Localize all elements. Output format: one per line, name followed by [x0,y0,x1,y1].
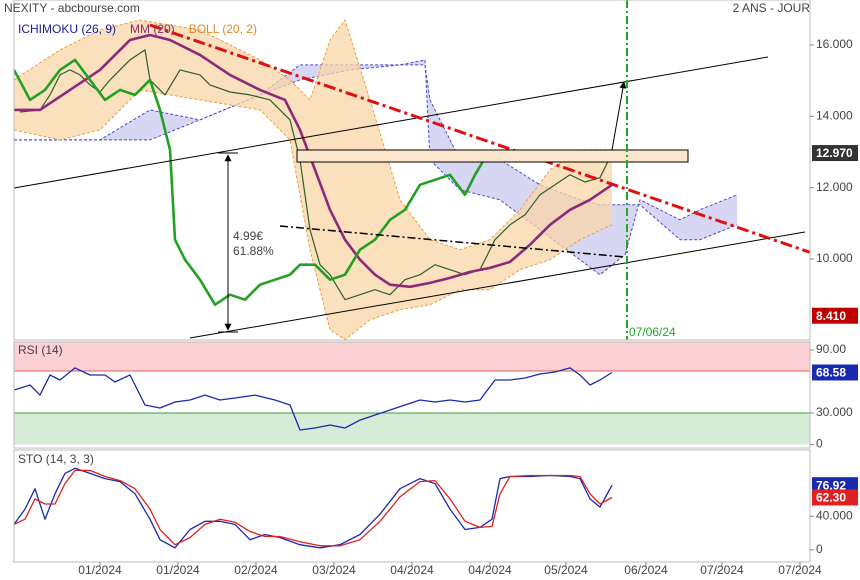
x-tick-label: 04/2024 [390,563,434,577]
trend-line [14,56,769,189]
price-tag [812,489,858,506]
x-tick-label: 07/2024 [700,563,744,577]
drawings: 4.99€ 61.88% 07/06/24 [14,0,810,340]
resistance-line [149,23,810,254]
annotation: 4.99€ [233,229,263,243]
x-tick-label: 05/2024 [544,563,588,577]
y-tick-label: 10.000 [816,251,853,265]
x-tick-label: 01/2024 [78,563,122,577]
series-line [14,367,613,431]
series-line [14,469,613,547]
band-fill [14,20,612,340]
indicator-label: MM (20) [130,22,175,36]
series-line [14,58,487,306]
zone [14,413,810,445]
panel-title: STO (14, 3, 3) [18,452,94,466]
y-tick-label: 40.000 [816,508,853,522]
price-tag-label: 62.30 [816,491,846,505]
price-tag-label: 8.410 [816,309,846,323]
band-lower [14,64,738,241]
frame [13,341,811,449]
y-tick-label: 90.00 [816,342,846,356]
x-tick-label: 01/2024 [156,563,200,577]
frame [13,0,811,341]
y-tick-label: 16.000 [816,37,853,51]
dash-line [279,225,626,258]
y-tick-label: 12.000 [816,180,853,194]
period: 2 ANS - JOUR [733,1,811,15]
indicator-label: ICHIMOKU (26, 9) [18,22,116,36]
price-tag-label: 12.970 [816,146,853,160]
price-tag-label: 76.92 [816,478,846,492]
y-tick-label: 14.000 [816,108,853,122]
arrow [611,81,627,151]
zone-box [296,149,689,163]
y-tick-label: 0 [816,542,823,556]
panel-title: RSI (14) [18,343,63,357]
indicator-label: BOLL (20, 2) [189,22,257,36]
trend-line [189,231,806,339]
price-tag [812,307,858,324]
price-tag [812,145,858,162]
series-line [14,33,613,289]
price-tag-label: 68.58 [816,366,846,380]
sto-panel [14,467,613,549]
x-tick-label: 06/2024 [624,563,668,577]
x-tick-label: 03/2024 [312,563,356,577]
band-upper [14,18,612,251]
x-tick-label: 04/2024 [468,563,512,577]
title: NEXITY - abcbourse.com [4,1,140,15]
y-tick-label: 0 [816,437,823,451]
price-tag [812,364,858,381]
x-tick-label: 07/2024 [778,563,822,577]
annotation: 07/06/24 [629,325,676,339]
annotation: 61.88% [233,244,274,258]
x-tick-label: 02/2024 [234,563,278,577]
rsi-panel [14,342,810,445]
zone [14,342,810,371]
price-tag [812,477,858,494]
y-tick-label: 30.000 [816,405,853,419]
